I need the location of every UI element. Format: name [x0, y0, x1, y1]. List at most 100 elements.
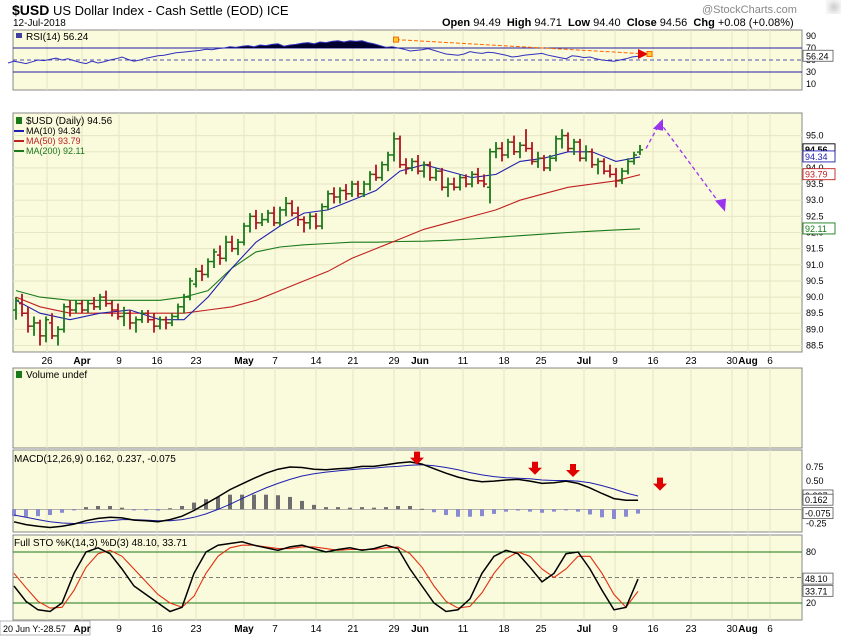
macd-histogram-bar [72, 509, 76, 511]
macd-histogram-bar [84, 507, 88, 510]
price-bar [271, 206, 277, 227]
price-bar [343, 184, 349, 201]
macd-histogram-bar [504, 509, 508, 512]
close-value: 94.56 [659, 17, 688, 29]
sto-last-box [802, 572, 834, 585]
macd-histogram-bar [12, 509, 16, 517]
price-bar [523, 129, 529, 152]
macd-histogram-bar [132, 509, 136, 511]
chart-date: 12-Jul-2018 [13, 18, 66, 29]
rsi-trendline [395, 39, 649, 55]
footer-readout-box [0, 620, 91, 636]
price-bar [265, 209, 271, 223]
price-bar [217, 245, 223, 265]
volume-label: Volume undef [26, 370, 87, 381]
price-bar [451, 177, 457, 191]
macd-histogram-bar [588, 509, 592, 515]
footer-x-label: 11 [458, 624, 469, 635]
price-bar [499, 142, 505, 162]
macd-red-arrow [528, 461, 542, 475]
rsi-trend-end-marker [646, 51, 653, 57]
macd-histogram-bar [552, 509, 556, 512]
price-last-label: 94.34 [805, 152, 828, 162]
price-bar [481, 174, 487, 188]
macd-red-arrow [653, 477, 667, 491]
price-bar [433, 167, 439, 181]
price-tick-label: 89.0 [806, 324, 824, 334]
price-bar [175, 303, 181, 320]
price-bar [277, 206, 283, 227]
price-bar [427, 161, 433, 181]
price-x-label: 26 [41, 356, 53, 367]
price-tick-label: 90.0 [806, 292, 824, 302]
price-x-label: Jun [411, 356, 429, 367]
price-x-label: 14 [310, 356, 322, 367]
price-tick-label: 88.5 [806, 341, 824, 351]
price-legend-swatch [16, 117, 22, 124]
footer-readout: 20 Jun Y:-28.57 [3, 624, 66, 634]
macd-last-box [802, 493, 834, 506]
footer-x-label: 7 [272, 624, 278, 635]
price-x-label: 11 [458, 356, 469, 367]
price-bar [259, 213, 265, 227]
price-bar [235, 238, 241, 256]
brand-logo: @StockCharts.com [702, 4, 797, 16]
price-bar [457, 174, 463, 191]
price-x-label: 9 [612, 356, 618, 367]
macd-histogram-bar [396, 505, 400, 510]
macd-histogram-bar [444, 509, 448, 516]
macd-histogram-bar [480, 509, 484, 517]
sto-last-box [802, 584, 834, 597]
macd-histogram-bar [528, 509, 532, 512]
rsi-trend-arrowhead [638, 49, 648, 59]
price-bar [619, 167, 625, 185]
macd-last-label: -0.075 [805, 509, 831, 519]
price-x-label: Jul [577, 356, 592, 367]
price-bar [19, 293, 25, 317]
price-bar [361, 180, 367, 197]
corner-artifact [826, 0, 841, 14]
price-last-label: 94.56 [805, 145, 828, 155]
price-x-label: 21 [347, 356, 359, 367]
price-bar [469, 171, 475, 188]
macd-histogram-bar [348, 507, 352, 510]
macd-histogram-bar [324, 507, 328, 510]
price-bar [475, 167, 481, 185]
price-bar [283, 196, 289, 217]
symbol: $USD [12, 2, 50, 18]
macd-histogram-bar [624, 509, 628, 517]
price-bar [637, 144, 643, 155]
price-bar [241, 222, 247, 246]
footer-x-label: Jun [411, 624, 429, 635]
price-bar [133, 316, 139, 333]
volume-panel [12, 367, 803, 449]
price-bar [307, 213, 313, 230]
rsi-tick-label: 30 [806, 67, 816, 77]
price-bar [205, 258, 211, 278]
price-bar [511, 135, 517, 155]
footer-x-label: 9 [116, 624, 122, 635]
sto-d-line [13, 544, 639, 609]
macd-histogram-bar [252, 494, 256, 510]
price-last-box [802, 150, 836, 163]
price-last-box [802, 222, 836, 235]
macd-histogram-bar [36, 509, 40, 517]
price-bar [157, 316, 163, 330]
macd-histogram-bar [384, 507, 388, 510]
macd-histogram-bar [108, 505, 112, 510]
price-tick-label: 89.5 [806, 308, 824, 318]
price-bar [43, 316, 49, 343]
footer-x-label: 14 [310, 624, 322, 635]
price-tick-label: 91.5 [806, 244, 824, 254]
macd-histogram-bar [60, 509, 64, 513]
price-bar [37, 319, 43, 346]
rsi-last-value-box [802, 49, 834, 62]
macd-histogram-bar [516, 509, 520, 511]
macd-histogram-bar [288, 496, 292, 510]
price-bar [613, 167, 619, 188]
footer-x-label: Aug [738, 624, 757, 635]
open-label: Open [442, 17, 471, 29]
price-bar [331, 187, 337, 204]
